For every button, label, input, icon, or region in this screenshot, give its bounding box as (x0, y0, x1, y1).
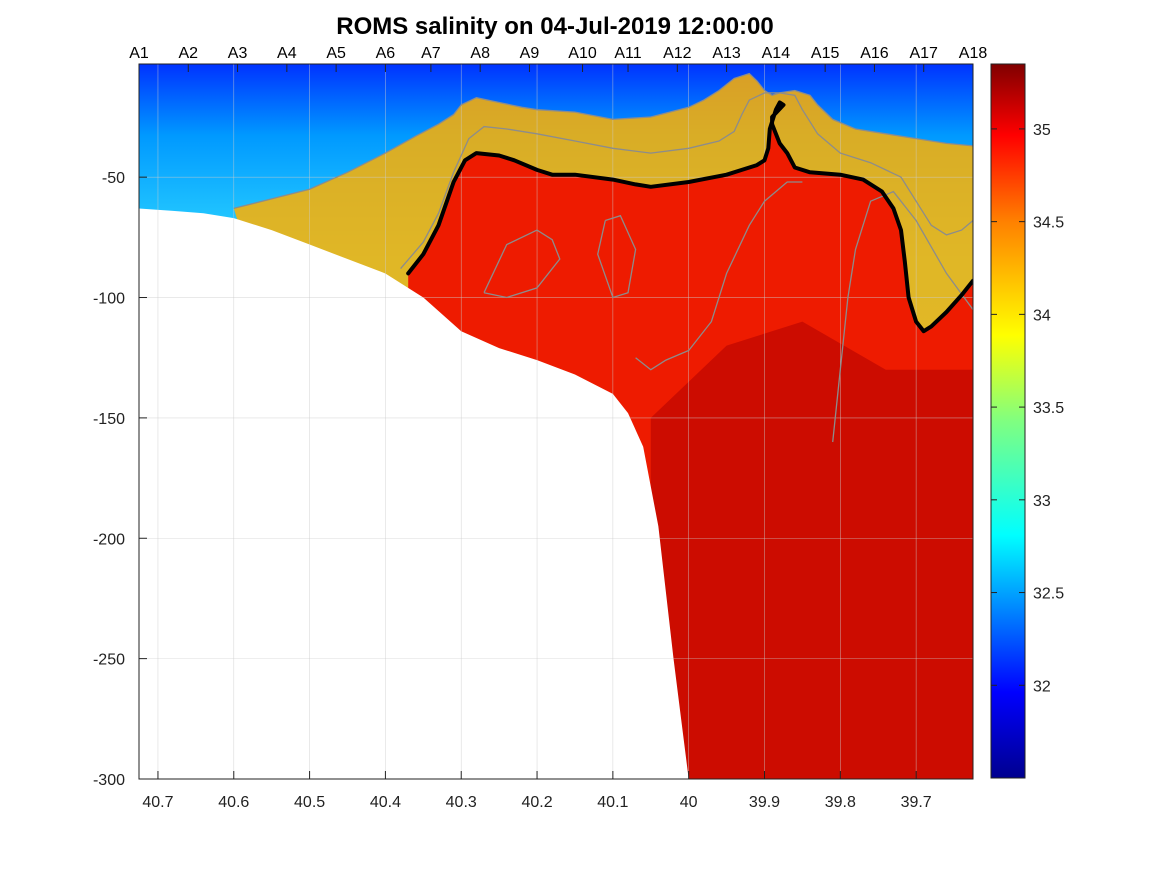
station-label: A11 (614, 45, 641, 62)
y-tick-label: -100 (93, 291, 125, 308)
x-tick-label: 40.1 (597, 794, 628, 811)
chart-title: ROMS salinity on 04-Jul-2019 12:00:00 (336, 13, 774, 40)
contour-line (483, 229, 561, 299)
contour-line (635, 181, 803, 371)
x-tick-label: 39.9 (749, 794, 780, 811)
contour-35 (406, 100, 973, 334)
contour-line (597, 214, 637, 299)
plot-frame (138, 63, 974, 780)
colorbar-tick-label: 33.5 (1033, 400, 1064, 417)
station-label: A2 (178, 45, 198, 62)
plot-area (139, 64, 973, 779)
colorbar-tick-label: 33 (1033, 493, 1051, 510)
colorbar-tick-label: 32.5 (1033, 586, 1064, 603)
station-label: A9 (520, 45, 540, 62)
y-tick-label: -200 (93, 531, 125, 548)
station-label: A5 (326, 45, 346, 62)
grid-lines (139, 64, 973, 779)
station-label: A12 (663, 45, 692, 62)
x-tick-label: 40.6 (218, 794, 249, 811)
x-tick-label: 39.7 (901, 794, 932, 811)
x-tick-label: 40.2 (521, 794, 552, 811)
station-label: A4 (277, 45, 297, 62)
contour-line (233, 72, 973, 210)
colorbar-axis: 32 32.5 33 33.5 34 34.5 35 (991, 122, 1064, 695)
y-axis: -50 -100 -150 -200 -250 -300 (93, 170, 147, 789)
station-label: A10 (568, 45, 597, 62)
station-label: A13 (712, 45, 741, 62)
station-label: A17 (909, 45, 938, 62)
x-tick-label: 40.7 (142, 794, 173, 811)
station-label: A3 (228, 45, 248, 62)
station-label: A18 (959, 45, 988, 62)
seafloor-mask (139, 208, 689, 779)
station-label: A14 (762, 45, 791, 62)
y-tick-label: -50 (102, 170, 125, 187)
station-axis: A1 A2 A3 A4 A5 A6 A7 A8 A9 A10 A11 A12 A13 A14 A15 A16 A… (129, 45, 987, 72)
contour-line (400, 92, 973, 270)
y-tick-label: -150 (93, 411, 125, 428)
colorbar-tick-label: 34 (1033, 307, 1051, 324)
station-label: A16 (860, 45, 889, 62)
station-label: A1 (129, 45, 149, 62)
station-label: A15 (811, 45, 840, 62)
thin-contours (233, 72, 973, 443)
contour-line (832, 190, 973, 443)
x-tick-label: 40 (680, 794, 698, 811)
x-tick-label: 40.5 (294, 794, 325, 811)
station-label: A8 (470, 45, 490, 62)
y-tick-label: -250 (93, 652, 125, 669)
station-label: A7 (421, 45, 441, 62)
x-tick-label: 40.3 (446, 794, 477, 811)
deep-saline-water (650, 321, 973, 779)
x-tick-label: 39.8 (825, 794, 856, 811)
colorbar-tick-label: 32 (1033, 678, 1051, 695)
colorbar-tick-label: 34.5 (1033, 215, 1064, 232)
colorbar: 32 32.5 33 33.5 34 34.5 35 (990, 63, 1064, 779)
y-tick-label: -300 (93, 772, 125, 789)
station-label: A6 (376, 45, 396, 62)
colorbar-gradient (990, 63, 1026, 779)
x-axis: 40.7 40.6 40.5 40.4 40.3 40.2 40.1 40 39.9 39.8 39… (142, 771, 932, 811)
x-tick-label: 40.4 (370, 794, 401, 811)
colorbar-tick-label: 35 (1033, 122, 1051, 139)
